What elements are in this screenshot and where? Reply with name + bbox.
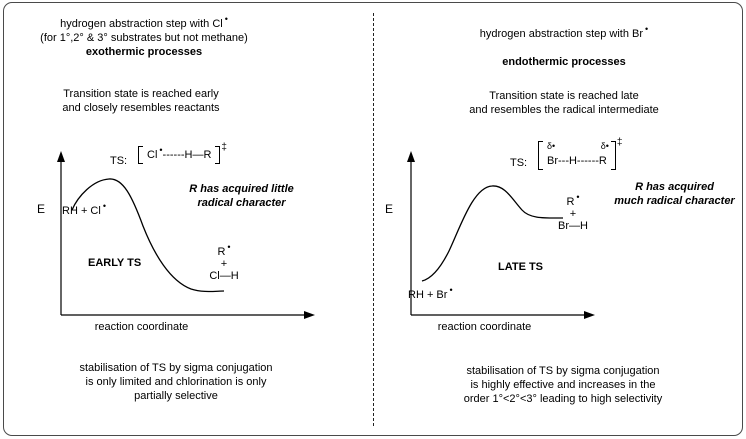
right-reactant-label: RH + Br •	[408, 285, 453, 302]
radical-dot-icon: •	[224, 14, 228, 25]
right-open-bracket-icon	[538, 141, 543, 170]
right-ts-note: R has acquired much radical character	[602, 180, 742, 208]
right-footer-line3: order 1°<2°<3° leading to high selectivi…	[463, 393, 663, 405]
left-header-line1: hydrogen abstraction step with Cl •	[19, 14, 269, 31]
right-description-line1: Transition state is reached late	[489, 90, 639, 102]
left-header-line2: (for 1°,2° & 3° substrates but not metha…	[40, 32, 248, 44]
right-product-molecule: Br—H	[558, 220, 588, 232]
left-x-axis-arrow-icon	[304, 311, 315, 319]
radical-dot-icon: •	[576, 192, 580, 203]
plus-sign: +	[220, 258, 228, 270]
radical-dot-icon: •	[449, 285, 453, 296]
left-products: R • + Cl—H	[198, 243, 250, 282]
double-dagger-icon: ‡	[221, 142, 227, 153]
double-dagger-icon: ‡	[616, 137, 623, 148]
left-ts-bracket-group: Cl •------H—R ‡	[138, 142, 227, 164]
radical-dot-icon: •	[102, 201, 106, 212]
right-header-line1-wrap: hydrogen abstraction step with Br •	[419, 24, 709, 41]
right-product-radical: R •	[547, 193, 599, 208]
delta-radical-left: δ•	[547, 141, 556, 151]
left-header-line3: exothermic processes	[85, 46, 203, 58]
right-energy-curve	[421, 185, 564, 282]
left-x-axis-label: reaction coordinate	[94, 321, 189, 333]
left-header-line1-text: hydrogen abstraction step with Cl	[60, 18, 223, 30]
right-ts-note-line2: much radical character	[614, 195, 735, 207]
left-ts-label: TS:	[110, 155, 128, 167]
right-footer-line2: is highly effective and increases in the	[470, 379, 656, 391]
right-ts-species: Br	[547, 155, 558, 167]
left-ts-formula: Cl •------H—R ‡	[138, 142, 227, 169]
right-ts-content: δ• δ• Br---H------R	[543, 141, 611, 170]
panel-divider	[373, 13, 374, 426]
right-x-axis-arrow-icon	[584, 311, 595, 319]
left-description-line2: and closely resembles reactants	[62, 102, 220, 114]
right-close-bracket-icon	[610, 141, 616, 170]
diagram-frame: hydrogen abstraction step with Cl • (for …	[3, 2, 743, 436]
right-ts-label: TS:	[510, 157, 528, 169]
left-footer-line2: is only limited and chlorination is only	[85, 376, 267, 388]
left-ts-species: Cl	[147, 149, 158, 161]
left-ts-type: EARLY TS	[88, 257, 142, 269]
right-header-line3: endothermic processes	[502, 56, 626, 68]
left-footer-line3: partially selective	[134, 390, 218, 402]
right-description: Transition state is reached late and res…	[419, 89, 709, 117]
plus-sign: +	[569, 208, 577, 220]
left-y-axis-arrow-icon	[57, 151, 65, 162]
left-ts-note-line2: radical character	[197, 197, 286, 209]
left-description: Transition state is reached early and cl…	[16, 87, 266, 115]
left-open-bracket-icon	[138, 146, 143, 164]
left-reactant-label: RH + Cl •	[62, 201, 106, 218]
left-close-bracket-icon	[215, 146, 221, 164]
left-product-molecule: Cl—H	[209, 270, 239, 282]
right-header-line1-text: hydrogen abstraction step with Br	[479, 28, 644, 40]
right-ts-bonds: ---H------R	[558, 155, 607, 167]
left-reactant-text: RH + Cl	[62, 205, 101, 217]
left-product-radical: R •	[198, 243, 250, 258]
left-ts-note: R has acquired little radical character	[174, 182, 309, 210]
radical-dot-icon: •	[227, 242, 231, 253]
right-footer-line1: stabilisation of TS by sigma conjugation	[466, 365, 660, 377]
radical-dot-icon: •	[159, 145, 163, 156]
right-ts-type: LATE TS	[498, 261, 544, 273]
left-ts-bonds: ------H—R	[162, 149, 212, 161]
left-ts-content: Cl •------H—R	[143, 146, 215, 164]
right-products: R • + Br—H	[547, 193, 599, 232]
left-y-axis-label: E	[37, 202, 46, 216]
right-ts-bracket-group: δ• δ• Br---H------R ‡	[538, 137, 623, 170]
right-x-axis-label: reaction coordinate	[437, 321, 532, 333]
right-energy-diagram	[407, 151, 595, 319]
right-description-line2: and resembles the radical intermediate	[469, 104, 659, 116]
left-energy-diagram	[57, 151, 315, 319]
left-product-radical-text: R	[217, 246, 226, 258]
right-reactant-text: RH + Br	[408, 289, 448, 301]
left-header: hydrogen abstraction step with Cl • (for …	[19, 14, 269, 59]
left-energy-curve	[71, 178, 225, 293]
right-y-axis-label: E	[385, 202, 394, 216]
right-ts-note-line1: R has acquired	[635, 181, 714, 193]
right-ts-formula: δ• δ• Br---H------R ‡	[538, 137, 623, 175]
left-footer-line1: stabilisation of TS by sigma conjugation	[79, 362, 273, 374]
left-footer: stabilisation of TS by sigma conjugation…	[26, 361, 326, 403]
left-ts-note-line1: R has acquired little	[189, 183, 294, 195]
right-product-radical-text: R	[566, 196, 575, 208]
delta-radical-right: δ•	[600, 141, 609, 151]
left-description-line1: Transition state is reached early	[63, 88, 219, 100]
right-y-axis-arrow-icon	[407, 151, 415, 162]
right-header-line1: hydrogen abstraction step with Br •	[419, 24, 709, 41]
radical-dot-icon: •	[645, 24, 649, 35]
right-footer: stabilisation of TS by sigma conjugation…	[403, 364, 723, 406]
